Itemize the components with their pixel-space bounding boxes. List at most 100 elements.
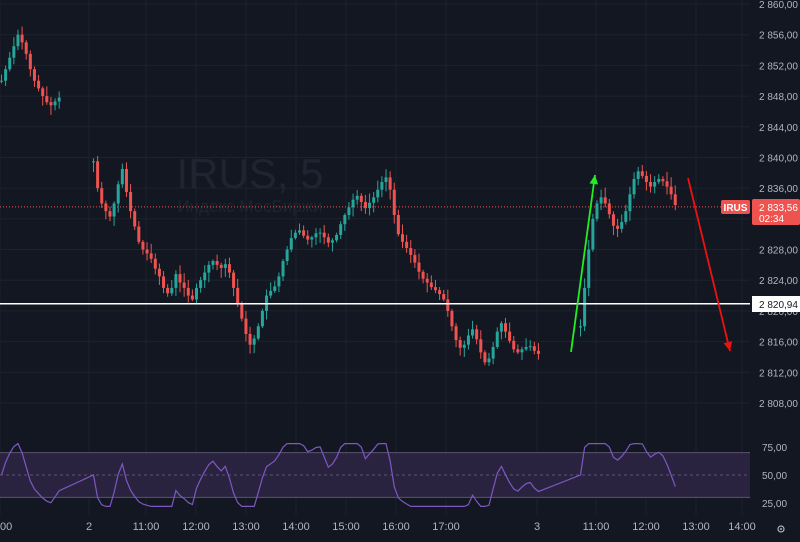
candle-body bbox=[302, 230, 306, 236]
time-tick-label: 14:00 bbox=[282, 521, 310, 533]
candle-body bbox=[632, 178, 636, 195]
candle-body bbox=[636, 171, 640, 179]
drawing-arrows[interactable] bbox=[570, 174, 733, 353]
candle-body bbox=[178, 274, 182, 283]
candle-body bbox=[657, 178, 661, 183]
candle-body bbox=[41, 88, 45, 97]
price-tick-label: 2 808,00 bbox=[759, 399, 798, 410]
candle-body bbox=[487, 358, 491, 363]
price-tick-label: 2 852,00 bbox=[759, 61, 798, 72]
up-arrow-shaft[interactable] bbox=[570, 174, 596, 353]
watermark-symbol: IRUS, 5 bbox=[176, 150, 323, 197]
price-tick-label: 2 828,00 bbox=[759, 246, 798, 257]
candle-body bbox=[310, 237, 314, 240]
candle-body bbox=[8, 57, 12, 70]
candle-body bbox=[343, 215, 347, 225]
candle-body bbox=[512, 340, 516, 350]
candle-body bbox=[471, 329, 475, 336]
candle-body bbox=[100, 188, 104, 204]
price-axis[interactable]: 2 860,00 2 856,00 2 852,00 2 848,00 2 844,00… bbox=[759, 0, 798, 510]
candle-body bbox=[640, 171, 644, 176]
watermark: IRUS, 5 Индекс МосБиржи bbox=[176, 150, 323, 216]
candle-body bbox=[285, 249, 289, 262]
candle-body bbox=[49, 102, 53, 106]
candle-body bbox=[199, 280, 203, 288]
symbol-tag-label: IRUS bbox=[724, 203, 748, 214]
candle-body bbox=[16, 34, 20, 47]
candle-body bbox=[223, 264, 227, 268]
candle-body bbox=[524, 346, 528, 350]
candle-body bbox=[211, 261, 215, 265]
time-tick-label: 11:00 bbox=[133, 521, 160, 533]
candle-body bbox=[57, 97, 61, 102]
candle-body bbox=[438, 290, 442, 295]
time-tick-label: 13:00 bbox=[232, 521, 260, 533]
time-tick-label: 2 bbox=[86, 521, 92, 533]
candle-body bbox=[277, 276, 281, 287]
symbol-tag bbox=[721, 200, 750, 214]
candle-body bbox=[466, 335, 470, 345]
candle-body bbox=[112, 203, 116, 217]
candle-body bbox=[628, 194, 632, 212]
candle-body bbox=[190, 295, 194, 300]
time-tick-label: 16:00 bbox=[382, 521, 410, 533]
candle-body bbox=[372, 197, 376, 203]
candle-body bbox=[421, 271, 425, 279]
candle-body bbox=[607, 203, 611, 215]
candle-body bbox=[227, 264, 231, 273]
candle-body bbox=[96, 161, 100, 189]
candle-body bbox=[479, 339, 483, 353]
up-arrow-head[interactable] bbox=[589, 175, 599, 185]
candle-body bbox=[4, 69, 8, 81]
candle-body bbox=[129, 191, 133, 212]
candle-body bbox=[207, 264, 211, 273]
candle-body bbox=[392, 189, 396, 216]
time-tick-label: 12:00 bbox=[632, 521, 660, 533]
time-tick-label: 13:00 bbox=[682, 521, 710, 533]
price-tick-label: 2 848,00 bbox=[759, 92, 798, 103]
time-tick-label: 14:00 bbox=[728, 521, 756, 533]
candle-body bbox=[335, 234, 339, 241]
time-axis[interactable]: 00 2 11:00 12:00 13:00 14:00 15:00 16:00 17:00 3 1… bbox=[0, 521, 756, 533]
candle-body bbox=[673, 194, 677, 206]
candle-body bbox=[45, 96, 49, 103]
candle-body bbox=[508, 331, 512, 341]
time-tick-label: 12:00 bbox=[182, 521, 210, 533]
candle-body bbox=[133, 211, 137, 227]
candle-body bbox=[475, 329, 479, 340]
rsi-pane bbox=[0, 442, 676, 507]
candle-body bbox=[359, 195, 363, 202]
candle-body bbox=[314, 233, 318, 238]
candle-body bbox=[644, 175, 648, 183]
candle-body bbox=[446, 299, 450, 311]
hline-badge bbox=[752, 296, 800, 312]
price-tick-label: 2 820,00 bbox=[759, 307, 798, 318]
candle-body bbox=[273, 286, 277, 291]
candle-body bbox=[454, 326, 458, 341]
candle-body bbox=[20, 34, 24, 43]
candle-body bbox=[661, 178, 665, 182]
candle-body bbox=[669, 186, 673, 195]
price-tick-label: 2 856,00 bbox=[759, 31, 798, 42]
down-arrow-head[interactable] bbox=[723, 341, 733, 351]
candle-body bbox=[442, 294, 446, 300]
down-arrow-shaft[interactable] bbox=[687, 177, 731, 352]
settings-icon[interactable] bbox=[777, 525, 785, 533]
candle-body bbox=[24, 42, 28, 54]
candle-body bbox=[450, 310, 454, 327]
candle-body bbox=[124, 168, 128, 192]
candle-body bbox=[153, 258, 157, 269]
price-tick-label: 2 836,00 bbox=[759, 184, 798, 195]
time-tick-label: 11:00 bbox=[583, 521, 610, 533]
rsi-tick-label: 25,00 bbox=[762, 499, 787, 510]
price-tick-label: 2 812,00 bbox=[759, 368, 798, 379]
candle-body bbox=[0, 80, 3, 82]
candle-body bbox=[616, 225, 620, 229]
candle-body bbox=[166, 287, 170, 294]
bar-countdown: 02:34 bbox=[759, 214, 784, 225]
candle-body bbox=[665, 181, 669, 187]
price-tick-label: 2 824,00 bbox=[759, 276, 798, 287]
candle-body bbox=[120, 168, 124, 185]
